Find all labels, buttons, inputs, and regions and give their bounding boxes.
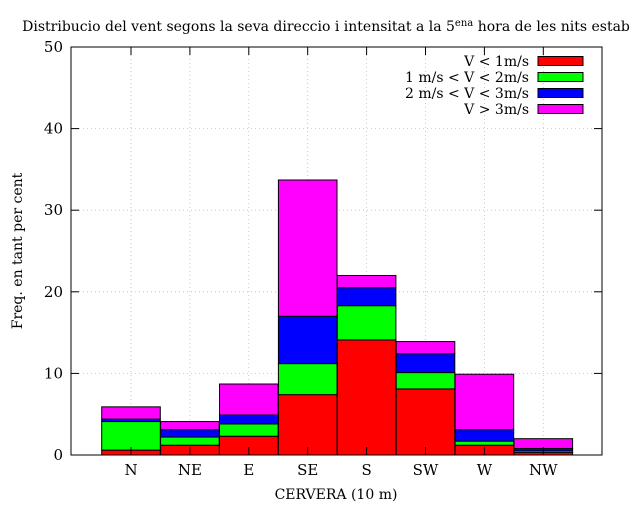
bar-segment-s-series-3: [336, 287, 397, 307]
y-axis-title: Freq. en tant per cent: [10, 172, 26, 329]
legend-label: 1 m/s < V < 2m/s: [405, 70, 529, 86]
plot-frame: [70, 46, 603, 456]
legend-swatch: [537, 104, 584, 114]
x-tick-label: N: [124, 461, 137, 479]
y-tick-label: 0: [53, 446, 63, 464]
y-tick-label: 30: [44, 201, 63, 219]
legend-swatch: [537, 88, 584, 98]
bar-segment-se-series-3: [277, 315, 338, 365]
bar-segment-w-series-3: [454, 429, 515, 442]
x-tick-label: SE: [297, 461, 318, 479]
bar-segment-sw-series-1: [395, 388, 456, 456]
bar-segment-sw-series-3: [395, 353, 456, 374]
chart-title: Distribucio del vent segons la seva dire…: [22, 18, 630, 36]
bar-segment-e-series-2: [219, 423, 279, 437]
bar-segment-se-series-2: [277, 363, 338, 396]
bars: [101, 179, 574, 456]
bar-segment-sw-series-4: [395, 341, 456, 355]
y-tick-label: 40: [44, 120, 63, 138]
bar-segment-s-series-1: [336, 339, 397, 456]
bar-segment-ne-series-3: [160, 429, 220, 438]
bar-segment-s-series-4: [336, 274, 397, 289]
legend-label: V < 1m/s: [463, 54, 529, 70]
bar-segment-s-series-2: [336, 305, 397, 341]
legend-swatch: [537, 56, 584, 66]
bar-segment-se-series-4: [277, 179, 338, 317]
legend-label: V > 3m/s: [463, 102, 529, 118]
bar-segment-ne-series-2: [160, 436, 220, 446]
bar-segment-e-series-3: [219, 414, 279, 425]
bar-segment-w-series-2: [454, 440, 515, 446]
legend: V < 1m/s1 m/s < V < 2m/s2 m/s < V < 3m/s…: [405, 54, 584, 118]
bar-segment-sw-series-2: [395, 372, 456, 390]
x-tick-label: NE: [178, 461, 202, 479]
bar-segment-n-series-4: [101, 406, 161, 420]
bar-segment-ne-series-4: [160, 421, 220, 431]
bar-segment-se-series-1: [277, 394, 338, 456]
y-tick-label: 20: [44, 283, 63, 301]
bar-segment-e-series-4: [219, 383, 279, 416]
legend-swatch: [537, 72, 584, 82]
y-tick-label: 50: [44, 38, 63, 56]
y-tick-label: 10: [44, 364, 63, 382]
x-tick-label: W: [477, 461, 493, 479]
x-axis-title: CERVERA (10 m): [275, 487, 398, 503]
x-tick-label: NW: [529, 461, 558, 479]
bar-segment-n-series-2: [101, 421, 161, 451]
bar-segment-w-series-4: [454, 373, 515, 431]
x-tick-label: S: [361, 461, 371, 479]
x-tick-label: SW: [413, 461, 439, 479]
legend-label: 2 m/s < V < 3m/s: [405, 86, 529, 102]
axes: 0 10 20 30 40 50 N NE E SE S SW W NW: [44, 38, 602, 479]
x-tick-label: E: [243, 461, 254, 479]
